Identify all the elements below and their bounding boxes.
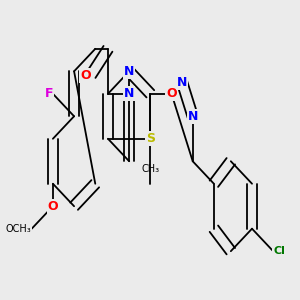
Text: N: N xyxy=(188,110,198,123)
Text: N: N xyxy=(124,87,134,100)
Text: O: O xyxy=(48,200,58,213)
Text: O: O xyxy=(80,68,91,82)
Text: N: N xyxy=(177,76,187,89)
Text: N: N xyxy=(124,65,134,78)
Text: OCH₃: OCH₃ xyxy=(6,224,32,234)
Text: CH₃: CH₃ xyxy=(141,164,159,174)
Text: S: S xyxy=(146,132,155,145)
Text: F: F xyxy=(44,87,53,100)
Text: Cl: Cl xyxy=(273,246,285,256)
Text: O: O xyxy=(166,87,177,100)
